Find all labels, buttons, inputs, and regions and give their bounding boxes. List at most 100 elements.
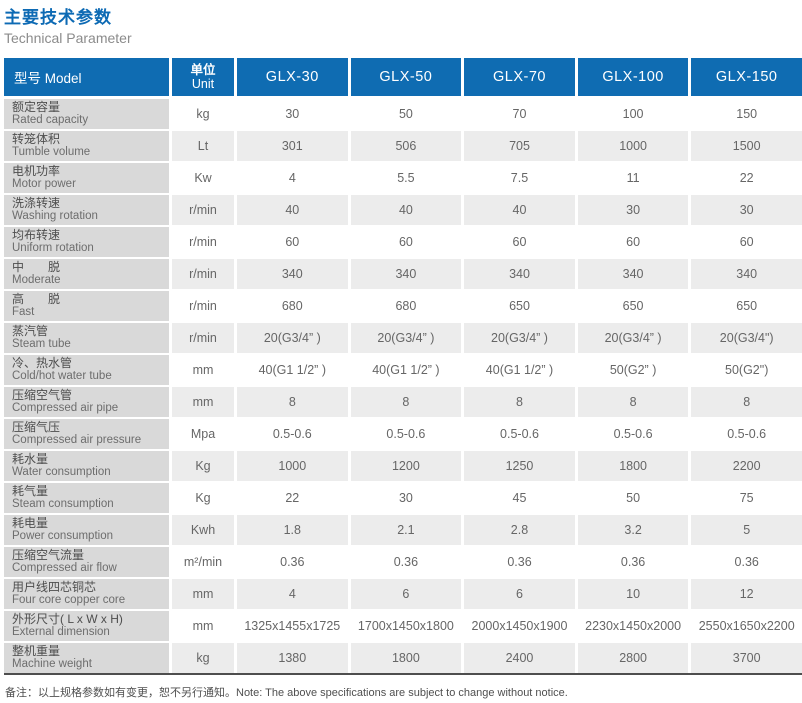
value-cell: 2550x1650x2200 [691,611,802,641]
column-header-glx-50: GLX-50 [350,58,462,96]
row-label-zh: 压缩空气流量 [12,548,85,563]
value-cell: 8 [237,387,348,417]
value-cell: 1325x1455x1725 [237,611,348,641]
unit-cell: Lt [172,131,234,161]
column-header-unit: 单位 Unit [172,58,234,96]
value-cell: 70 [464,99,575,129]
value-cell: 20(G3/4") [691,323,802,353]
table-row: 额定容量 Rated capacity kg 30 50 70 100 150 [4,99,802,129]
footer-note: 备注：以上规格参数如有变更，恕不另行通知。Note: The above spe… [5,687,568,699]
value-cell: 0.5-0.6 [237,419,348,449]
value-cell: 50(G2") [691,355,802,385]
row-label: 冷、热水管 Cold/hot water tube [4,355,169,385]
value-cell: 8 [350,387,462,417]
value-cell: 2800 [577,643,689,673]
value-cell: 0.5-0.6 [691,419,802,449]
unit-cell: Kg [172,451,234,481]
value-cell: 340 [691,259,802,289]
row-label-zh: 外形尺寸( L x W x H) [12,612,123,627]
unit-cell: Kwh [172,515,234,545]
table-row: 转笼体积 Tumble volume Lt 301 506 705 1000 1500 [4,131,802,161]
parameters-table: 型号 Model 单位 Unit GLX-30 GLX-50 GLX-70 GLX-1… [4,58,802,675]
value-cell: 100 [577,99,689,129]
row-label-en: Compressed air pressure [12,434,142,447]
row-label-zh: 均布转速 [12,228,61,243]
value-cell: 40 [237,195,348,225]
unit-cell: mm [172,355,234,385]
value-cell: 650 [691,291,802,321]
value-cell: 60 [237,227,348,257]
value-cell: 0.5-0.6 [577,419,689,449]
table-row: 用户线四芯铜芯 Four core copper core mm 4 6 6 10 12 [4,579,802,609]
value-cell: 8 [464,387,575,417]
unit-cell: Mpa [172,419,234,449]
value-cell: 3700 [691,643,802,673]
row-label: 耗电量 Power consumption [4,515,169,545]
value-cell: 1500 [691,131,802,161]
row-label: 压缩空气管 Compressed air pipe [4,387,169,417]
table-row: 耗电量 Power consumption Kwh 1.8 2.1 2.8 3.2 5 [4,515,802,545]
row-label-en: Water consumption [12,466,111,479]
column-header-glx-70: GLX-70 [464,58,575,96]
unit-cell: r/min [172,195,234,225]
value-cell: 30 [237,99,348,129]
value-cell: 2230x1450x2000 [577,611,689,641]
value-cell: 20(G3/4” ) [350,323,462,353]
unit-header-zh: 单位 [190,62,216,77]
value-cell: 340 [577,259,689,289]
value-cell: 1800 [350,643,462,673]
value-cell: 1700x1450x1800 [350,611,462,641]
value-cell: 1200 [350,451,462,481]
row-label-en: Compressed air pipe [12,402,119,415]
value-cell: 22 [237,483,348,513]
value-cell: 340 [464,259,575,289]
value-cell: 40(G1 1/2” ) [464,355,575,385]
value-cell: 1250 [464,451,575,481]
value-cell: 1380 [237,643,348,673]
value-cell: 2.8 [464,515,575,545]
row-label-zh: 蒸汽管 [12,324,49,339]
value-cell: 11 [577,163,689,193]
row-label-en: Motor power [12,178,76,191]
row-label-zh: 耗水量 [12,452,49,467]
value-cell: 4 [237,163,348,193]
value-cell: 20(G3/4” ) [464,323,575,353]
value-cell: 12 [691,579,802,609]
value-cell: 6 [350,579,462,609]
column-header-model: 型号 Model [4,58,169,96]
row-label-zh: 耗气量 [12,484,49,499]
value-cell: 0.36 [350,547,462,577]
row-label: 蒸汽管 Steam tube [4,323,169,353]
unit-cell: mm [172,611,234,641]
value-cell: 40 [350,195,462,225]
row-label: 洗涤转速 Washing rotation [4,195,169,225]
value-cell: 0.36 [237,547,348,577]
row-label-en: Moderate [12,274,61,287]
row-label-zh: 额定容量 [12,100,61,115]
value-cell: 60 [350,227,462,257]
value-cell: 40 [464,195,575,225]
value-cell: 8 [577,387,689,417]
row-label-en: Fast [12,306,35,319]
unit-header-en: Unit [191,77,215,91]
table-row: 蒸汽管 Steam tube r/min 20(G3/4” ) 20(G3/4” ) 20… [4,323,802,353]
value-cell: 30 [691,195,802,225]
value-cell: 45 [464,483,575,513]
unit-cell: kg [172,643,234,673]
row-label: 耗气量 Steam consumption [4,483,169,513]
row-label: 中 脱 Moderate [4,259,169,289]
value-cell: 7.5 [464,163,575,193]
unit-cell: r/min [172,259,234,289]
table-row: 高 脱 Fast r/min 680 680 650 650 650 [4,291,802,321]
value-cell: 340 [350,259,462,289]
row-label-zh: 转笼体积 [12,132,61,147]
row-label: 外形尺寸( L x W x H) External dimension [4,611,169,641]
value-cell: 150 [691,99,802,129]
value-cell: 2000x1450x1900 [464,611,575,641]
value-cell: 50(G2” ) [577,355,689,385]
value-cell: 6 [464,579,575,609]
row-label-en: Machine weight [12,658,92,671]
row-label-zh: 高 脱 [12,292,61,307]
value-cell: 0.36 [691,547,802,577]
